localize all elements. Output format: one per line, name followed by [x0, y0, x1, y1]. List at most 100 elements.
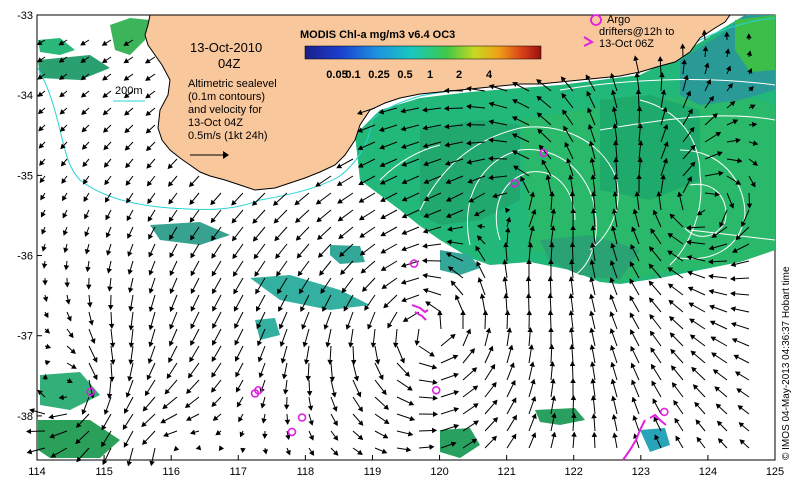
- velocity-arrowhead: [590, 395, 597, 401]
- velocity-arrowhead: [341, 287, 347, 294]
- velocity-arrowhead: [450, 333, 456, 340]
- velocity-arrowhead: [169, 234, 175, 241]
- velocity-arrowhead: [146, 180, 153, 187]
- velocity-arrowhead: [169, 323, 175, 330]
- velocity-arrowhead: [685, 90, 692, 97]
- velocity-arrowhead: [212, 288, 217, 295]
- credit-text: © IMOS 04-May-2013 04:36:37 Hobart time: [781, 266, 792, 460]
- velocity-arrowhead: [49, 433, 55, 439]
- velocity-arrowhead: [160, 418, 167, 424]
- velocity-arrowhead: [109, 376, 115, 383]
- velocity-arrowhead: [569, 190, 576, 197]
- velocity-arrowhead: [511, 433, 517, 440]
- velocity-arrowhead: [660, 174, 666, 180]
- velocity-arrowhead: [689, 126, 695, 133]
- velocity-arrowhead: [210, 199, 216, 206]
- velocity-arrowhead: [610, 89, 617, 96]
- velocity-arrowhead: [58, 394, 64, 401]
- y-tick-label: -37: [17, 331, 33, 343]
- velocity-arrowhead: [476, 235, 483, 241]
- velocity-arrowhead: [708, 245, 715, 251]
- velocity-arrowhead: [729, 100, 736, 107]
- velocity-arrowhead: [37, 74, 44, 80]
- velocity-arrowhead: [692, 384, 699, 390]
- velocity-arrowhead: [491, 381, 497, 388]
- velocity-arrowhead: [103, 127, 109, 133]
- velocity-arrowhead: [466, 159, 472, 165]
- velocity-arrowhead: [718, 170, 724, 177]
- velocity-arrowhead: [589, 327, 595, 333]
- velocity-arrowhead: [586, 90, 592, 97]
- velocity-arrowhead: [272, 200, 279, 206]
- velocity-arrowhead: [37, 389, 43, 396]
- velocity-arrowhead: [453, 423, 460, 430]
- velocity-arrowhead: [190, 288, 196, 295]
- velocity-arrowhead: [612, 123, 618, 129]
- x-tick-label: 119: [364, 466, 382, 478]
- velocity-arrowhead: [536, 79, 542, 85]
- velocity-arrowhead: [125, 392, 131, 398]
- velocity-arrowhead: [278, 323, 284, 330]
- velocity-arrowhead: [735, 234, 741, 241]
- velocity-arrowhead: [123, 92, 130, 99]
- velocity-arrowhead: [469, 348, 475, 354]
- velocity-arrowhead: [306, 390, 313, 397]
- velocity-arrowhead: [453, 390, 460, 396]
- y-tick-label: -35: [17, 170, 33, 182]
- velocity-arrowhead: [76, 456, 82, 463]
- velocity-arrowhead: [190, 306, 196, 312]
- velocity-arrowhead: [173, 445, 180, 452]
- colorbar-tick-label: 0.25: [368, 69, 389, 81]
- velocity-arrowhead: [589, 293, 595, 300]
- velocity-arrowhead: [381, 448, 388, 454]
- velocity-arrowhead: [429, 351, 435, 357]
- velocity-arrowhead: [162, 403, 168, 410]
- velocity-arrowhead: [262, 449, 269, 455]
- velocity-arrowhead: [383, 404, 390, 410]
- velocity-arrowhead: [611, 225, 617, 232]
- velocity-arrowhead: [146, 163, 152, 169]
- velocity-arrowhead: [432, 395, 438, 401]
- velocity-arrowhead: [634, 72, 640, 78]
- velocity-arrowhead: [339, 251, 345, 257]
- velocity-arrowhead: [404, 371, 410, 377]
- velocity-arrowhead: [123, 58, 130, 64]
- velocity-arrowhead: [679, 43, 686, 49]
- velocity-arrowhead: [509, 362, 515, 368]
- velocity-arrowhead: [735, 137, 741, 144]
- sealevel-legend-line: (0.1m contours): [188, 91, 265, 103]
- velocity-arrowhead: [444, 123, 450, 130]
- velocity-arrowhead: [42, 280, 48, 286]
- argo-float-marker: [510, 179, 519, 188]
- argo-drift-tracks: [411, 304, 667, 461]
- velocity-arrowhead: [59, 91, 65, 98]
- velocity-arrowhead: [668, 299, 675, 306]
- velocity-arrowhead: [276, 270, 282, 277]
- velocity-arrowhead: [387, 322, 393, 329]
- velocity-arrowhead: [738, 422, 745, 428]
- velocity-arrowhead: [715, 131, 722, 137]
- velocity-arrowhead: [84, 231, 90, 237]
- x-axis: 114 115 116 117 118 119 120 121 122 123 124 125: [28, 455, 784, 478]
- argo-legend-line1: Argo: [607, 14, 630, 26]
- velocity-arrowhead: [80, 40, 86, 46]
- velocity-arrowhead: [663, 124, 669, 130]
- velocity-arrowhead: [66, 315, 72, 322]
- velocity-arrowhead: [667, 233, 674, 239]
- velocity-arrowhead: [145, 128, 152, 134]
- velocity-arrowhead: [285, 449, 291, 456]
- velocity-arrowhead: [106, 268, 112, 274]
- velocity-arrowhead: [631, 226, 637, 233]
- velocity-arrowhead: [303, 359, 310, 365]
- x-tick-label: 124: [699, 466, 717, 478]
- velocity-arrowhead: [42, 296, 49, 303]
- velocity-arrowhead: [708, 288, 715, 295]
- velocity-arrowhead: [125, 180, 131, 186]
- velocity-arrowhead: [683, 74, 689, 81]
- velocity-arrowhead: [746, 50, 753, 57]
- velocity-arrowhead: [590, 361, 596, 367]
- velocity-arrowhead: [233, 305, 239, 312]
- y-axis: -33 -34 -35 -36 -37 -38: [17, 10, 42, 423]
- velocity-arrowhead: [445, 252, 452, 258]
- velocity-arrowhead: [482, 309, 489, 316]
